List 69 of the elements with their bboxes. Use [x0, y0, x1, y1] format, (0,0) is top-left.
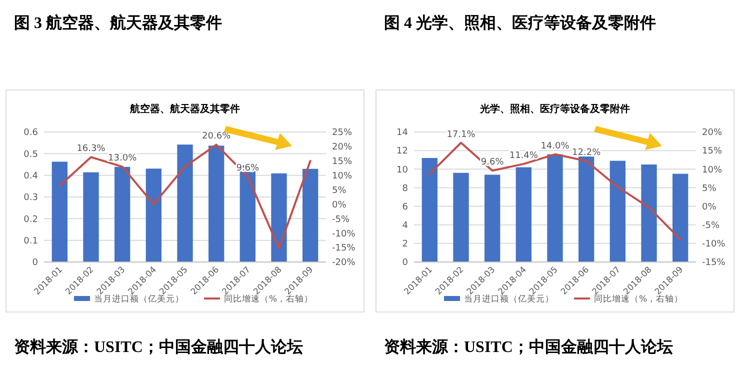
y2-tick-label: 25% [332, 128, 352, 138]
bar [641, 164, 657, 262]
text: 资料来源：USITC；中国金融四十人论坛 [384, 338, 673, 356]
text: 资料来源：USITC；中国金融四十人论坛 [14, 338, 303, 356]
line-series [58, 144, 312, 250]
y-tick-label: 12 [396, 146, 408, 157]
data-label: 17.1% [446, 130, 476, 140]
bar [672, 174, 688, 262]
y2-tick-label: 20% [702, 128, 722, 138]
y2-tick-label: -5% [332, 214, 350, 225]
bar [177, 144, 193, 262]
y2-tick-label: 0% [332, 200, 347, 210]
chart-title: 图 3 航空器、航天器及其零件 [14, 14, 222, 32]
bar [578, 155, 594, 262]
bar [208, 146, 224, 262]
bar [516, 167, 532, 262]
data-label: 16.3% [76, 144, 106, 154]
y2-tick-label: 10% [702, 165, 722, 176]
y2-tick-label: -10% [332, 229, 356, 240]
bar [422, 158, 438, 262]
bar [484, 174, 500, 262]
y-tick-label: 0.1 [24, 236, 38, 246]
y2-tick-label: 15% [702, 146, 722, 157]
bar [302, 168, 318, 262]
y-tick-label: 0.4 [24, 171, 38, 182]
legend-label: 当月进口额（亿美元） [94, 293, 184, 304]
chart-subtitle: 航空器、航天器及其零件 [129, 103, 240, 115]
y-tick-label: 8 [402, 184, 408, 194]
y2-tick-label: 0% [702, 202, 717, 212]
y-tick-label: 0.5 [24, 150, 38, 160]
bar [146, 168, 162, 262]
y2-tick-label: 5% [332, 186, 347, 196]
y-tick-label: 0.2 [24, 214, 38, 225]
y2-tick-label: -20% [332, 258, 356, 268]
chart-subtitle: 光学、照相、医疗等设备及零附件 [479, 103, 630, 115]
bar [547, 154, 563, 262]
data-label: 11.4% [509, 150, 538, 161]
y-tick-label: 0 [402, 258, 408, 268]
data-label: 20.6% [202, 132, 232, 142]
y2-tick-label: 10% [332, 171, 352, 182]
bar [52, 162, 68, 262]
y-tick-label: 14 [396, 128, 408, 138]
chart-title: 图 4 光学、照相、医疗等设备及零附件 [384, 14, 656, 32]
bar [610, 160, 626, 262]
bar [83, 172, 99, 262]
y-tick-label: 0.3 [24, 193, 38, 204]
bar [114, 166, 130, 262]
data-label: 14.0% [540, 141, 570, 152]
y2-tick-label: -5% [702, 221, 720, 232]
data-label: 13.0% [108, 154, 138, 164]
legend-label: 同比增速（%，右轴） [594, 293, 684, 304]
data-label: 12.2% [572, 148, 602, 158]
y-tick-label: 4 [402, 221, 408, 232]
y-tick-label: 6 [402, 202, 408, 212]
y2-tick-label: 5% [702, 184, 717, 194]
y2-tick-label: 20% [332, 142, 352, 153]
y2-tick-label: -15% [332, 244, 356, 254]
y-tick-label: 10 [396, 165, 408, 176]
line-series [428, 142, 682, 240]
y2-tick-label: -10% [702, 240, 726, 250]
legend-label: 同比增速（%，右轴） [224, 293, 314, 304]
y-tick-label: 0.6 [24, 128, 38, 138]
bar [453, 172, 469, 262]
y2-tick-label: 15% [332, 157, 352, 168]
y2-tick-label: -15% [702, 258, 726, 268]
y-tick-label: 0 [32, 258, 38, 268]
bar [271, 173, 287, 262]
legend-label: 当月进口额（亿美元） [464, 293, 554, 304]
y-tick-label: 2 [402, 240, 408, 250]
